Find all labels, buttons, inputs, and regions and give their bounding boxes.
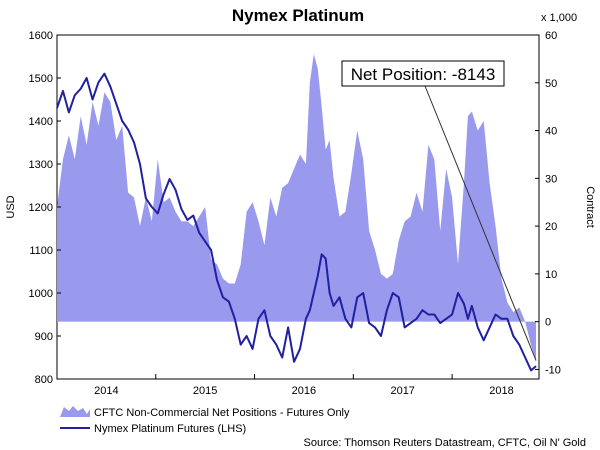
net-positions-area — [57, 54, 537, 361]
right-axis-unit-label: x 1,000 — [541, 12, 577, 24]
right-tick-label: 50 — [545, 78, 557, 90]
x-tick-label: 2014 — [94, 385, 118, 397]
right-axis-ticks: -10 0 10 20 30 40 50 60 — [535, 30, 561, 376]
source-text: Source: Thomson Reuters Datastream, CFTC… — [304, 437, 587, 449]
right-axis-title: Contract — [584, 186, 596, 228]
right-tick-label: 0 — [545, 317, 551, 329]
right-tick-label: 20 — [545, 221, 557, 233]
annotation-leader-line — [424, 85, 537, 361]
right-tick-label: 10 — [545, 269, 557, 281]
left-axis-ticks: 800 900 1000 1100 1200 1300 1400 1500 1600 — [29, 30, 61, 386]
right-tick-label: -10 — [545, 364, 561, 376]
net-position-annotation: Net Position: -8143 — [341, 60, 537, 361]
legend-label-platinum-futures: Nymex Platinum Futures (LHS) — [94, 423, 246, 435]
legend-label-net-positions: CFTC Non-Commercial Net Positions - Futu… — [94, 407, 350, 419]
platinum-futures-line — [56, 72, 537, 372]
left-tick-label: 800 — [35, 374, 53, 386]
x-tick-label: 2016 — [292, 385, 316, 397]
left-tick-label: 1600 — [29, 30, 53, 42]
x-tick-label: 2015 — [193, 385, 217, 397]
left-tick-label: 1300 — [29, 159, 53, 171]
left-tick-label: 900 — [35, 331, 53, 343]
left-tick-label: 1100 — [29, 245, 53, 257]
legend: CFTC Non-Commercial Net Positions - Futu… — [60, 406, 350, 435]
annotation-box — [341, 60, 505, 87]
right-tick-label: 40 — [545, 126, 557, 138]
right-tick-label: 30 — [545, 173, 557, 185]
net-positions-area-layer — [57, 54, 537, 361]
x-axis-ticks: 2014 2015 2016 2017 2018 — [56, 374, 514, 397]
left-tick-label: 1200 — [29, 202, 53, 214]
left-tick-label: 1400 — [29, 116, 53, 128]
right-tick-label: 60 — [545, 30, 557, 42]
annotation-text: Net Position: -8143 — [351, 65, 496, 84]
platinum-futures-line-layer — [56, 72, 537, 372]
x-tick-label: 2018 — [489, 385, 513, 397]
left-tick-label: 1500 — [29, 73, 53, 85]
x-tick-label: 2017 — [390, 385, 414, 397]
left-tick-label: 1000 — [29, 288, 53, 300]
chart-title: Nymex Platinum — [232, 6, 364, 25]
legend-swatch-net-positions — [60, 406, 90, 417]
left-axis-title: USD — [5, 195, 17, 218]
